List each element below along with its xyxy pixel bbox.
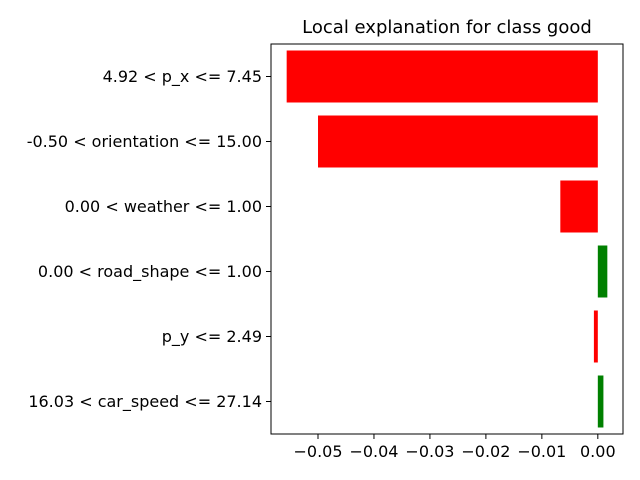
plot-frame [270, 43, 624, 435]
bars-group [286, 50, 608, 428]
y-tick-label: 0.00 < road_shape <= 1.00 [38, 262, 262, 282]
y-tick-label: -0.50 < orientation <= 15.00 [27, 132, 262, 151]
bar [286, 50, 598, 103]
x-tick-label: −0.03 [405, 442, 454, 461]
bar [560, 180, 598, 233]
x-tick-label: −0.05 [293, 442, 342, 461]
x-tick-label: −0.01 [517, 442, 566, 461]
y-ticks-group: 4.92 < p_x <= 7.45 -0.50 < orientation <=… [27, 67, 271, 412]
x-tick-label: −0.04 [349, 442, 398, 461]
y-tick-label: 0.00 < weather <= 1.00 [65, 197, 262, 216]
y-tick-label: 16.03 < car_speed <= 27.14 [28, 392, 262, 412]
y-tick-label: p_y <= 2.49 [162, 327, 262, 347]
bar [593, 310, 598, 363]
chart-title: Local explanation for class good [302, 17, 592, 38]
y-tick-label: 4.92 < p_x <= 7.45 [103, 67, 262, 87]
bar [318, 115, 598, 168]
bar [597, 375, 604, 428]
x-ticks-group: −0.05 −0.04 −0.03 −0.02 −0.01 0.00 [293, 434, 616, 461]
bar [597, 245, 608, 298]
x-tick-label: −0.02 [461, 442, 510, 461]
x-tick-label: 0.00 [580, 442, 616, 461]
